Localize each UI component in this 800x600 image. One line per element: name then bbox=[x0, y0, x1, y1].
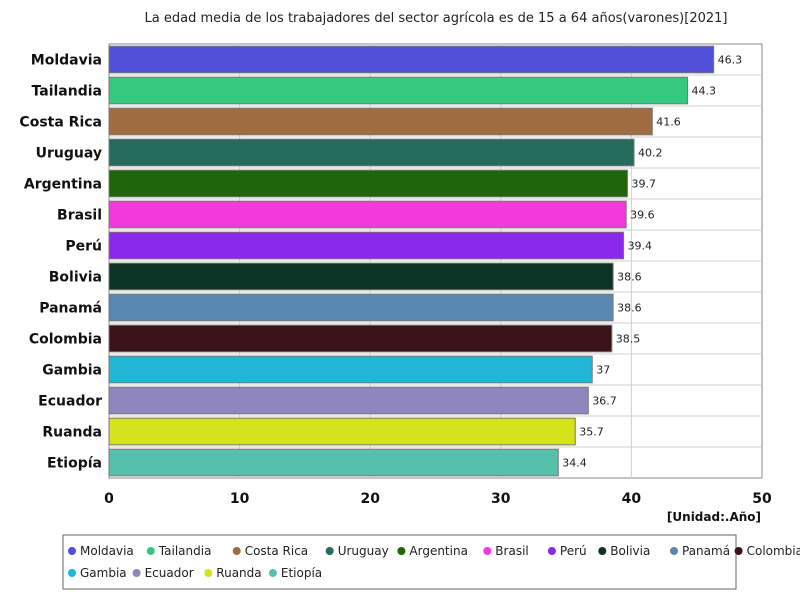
legend-swatch-ruanda bbox=[204, 569, 213, 577]
category-label-uruguay: Uruguay bbox=[36, 146, 102, 162]
x-tick-label: 0 bbox=[104, 491, 114, 507]
legend-swatch-costa-rica bbox=[232, 547, 241, 555]
bar-argentina bbox=[108, 169, 628, 198]
category-label-ecuador: Ecuador bbox=[38, 394, 102, 410]
legend-label-moldavia: Moldavia bbox=[80, 544, 134, 558]
bar-uruguay bbox=[108, 138, 635, 167]
value-label-gambia: 37 bbox=[596, 364, 610, 377]
legend-label-brasil: Brasil bbox=[495, 544, 528, 558]
category-label-gambia: Gambia bbox=[42, 363, 102, 379]
value-label-ecuador: 36.7 bbox=[592, 395, 617, 408]
legend-swatch-peru bbox=[547, 547, 556, 555]
bar-costa-rica bbox=[108, 107, 653, 136]
category-label-peru: Perú bbox=[65, 239, 102, 255]
legend-label-ruanda: Ruanda bbox=[216, 566, 261, 580]
bars bbox=[108, 45, 715, 477]
legend-label-etiopia: Etiopía bbox=[281, 566, 322, 580]
bar-moldavia bbox=[108, 45, 715, 74]
legend-label-gambia: Gambia bbox=[80, 566, 127, 580]
x-tick-label: 20 bbox=[360, 491, 380, 507]
value-label-peru: 39.4 bbox=[628, 240, 653, 253]
category-label-brasil: Brasil bbox=[57, 208, 102, 224]
x-tick-labels: 0 10 20 30 40 50 bbox=[104, 491, 772, 507]
category-label-argentina: Argentina bbox=[24, 177, 102, 193]
category-label-costa-rica: Costa Rica bbox=[19, 115, 102, 131]
bar-bolivia bbox=[108, 262, 614, 291]
legend-label-argentina: Argentina bbox=[409, 544, 468, 558]
bar-colombia bbox=[108, 324, 613, 353]
chart-title: La edad media de los trabajadores del se… bbox=[145, 11, 728, 26]
legend-swatch-gambia bbox=[68, 569, 76, 577]
value-label-colombia: 38.5 bbox=[616, 333, 641, 346]
legend-swatch-moldavia bbox=[68, 547, 76, 555]
bar-etiopia bbox=[108, 448, 559, 477]
x-tick-label: 30 bbox=[491, 491, 511, 507]
legend-box bbox=[62, 534, 737, 590]
bar-tailandia bbox=[108, 76, 689, 105]
unit-label: [Unidad:.Año] bbox=[667, 510, 761, 524]
legend-swatch-colombia bbox=[734, 547, 743, 555]
bar-panama bbox=[108, 293, 614, 322]
legend-label-costa-rica: Costa Rica bbox=[245, 544, 308, 558]
category-label-colombia: Colombia bbox=[29, 332, 102, 348]
legend-swatch-uruguay bbox=[325, 547, 334, 555]
legend-label-colombia: Colombia bbox=[747, 544, 800, 558]
value-label-panama: 38.6 bbox=[617, 302, 642, 315]
legend-swatch-ecuador bbox=[132, 569, 141, 577]
value-label-ruanda: 35.7 bbox=[579, 426, 604, 439]
legend-swatch-bolivia bbox=[598, 547, 607, 555]
legend-swatch-panama bbox=[670, 547, 678, 555]
value-label-brasil: 39.6 bbox=[630, 209, 655, 222]
value-labels: 46.3 44.3 41.6 40.2 39.7 39.6 39.4 38.6 38.6 38.5… bbox=[562, 54, 742, 470]
value-label-bolivia: 38.6 bbox=[617, 271, 642, 284]
category-label-etiopia: Etiopía bbox=[47, 456, 102, 472]
legend-label-ecuador: Ecuador bbox=[145, 566, 194, 580]
legend-label-peru: Perú bbox=[560, 544, 587, 558]
legend-swatch-tailandia bbox=[146, 547, 155, 555]
category-label-bolivia: Bolivia bbox=[49, 270, 102, 286]
legend: Moldavia Tailandia Costa Rica Uruguay Argent… bbox=[68, 544, 800, 580]
category-label-panama: Panamá bbox=[39, 301, 102, 317]
bar-ecuador bbox=[108, 386, 589, 415]
legend-label-bolivia: Bolivia bbox=[610, 544, 650, 558]
legend-label-panama: Panamá bbox=[682, 544, 730, 558]
category-label-moldavia: Moldavia bbox=[31, 53, 102, 69]
value-label-argentina: 39.7 bbox=[631, 178, 656, 191]
value-label-costa-rica: 41.6 bbox=[656, 116, 681, 129]
category-label-tailandia: Tailandia bbox=[32, 84, 102, 100]
x-tick-label: 50 bbox=[752, 491, 772, 507]
value-label-moldavia: 46.3 bbox=[718, 54, 743, 67]
legend-swatch-argentina bbox=[397, 547, 406, 555]
bar-gambia bbox=[108, 355, 593, 384]
category-labels: Moldavia Tailandia Costa Rica Uruguay Argent… bbox=[19, 53, 102, 472]
legend-swatch-etiopia bbox=[268, 569, 277, 577]
value-label-tailandia: 44.3 bbox=[692, 85, 717, 98]
x-tick-label: 40 bbox=[622, 491, 642, 507]
value-label-etiopia: 34.4 bbox=[562, 457, 587, 470]
legend-swatch-brasil bbox=[483, 547, 492, 555]
value-label-uruguay: 40.2 bbox=[638, 147, 663, 160]
x-tick-label: 10 bbox=[230, 491, 250, 507]
bar-brasil bbox=[108, 200, 627, 229]
legend-label-tailandia: Tailandia bbox=[158, 544, 212, 558]
category-label-ruanda: Ruanda bbox=[42, 425, 102, 441]
bar-ruanda bbox=[108, 417, 576, 446]
legend-label-uruguay: Uruguay bbox=[338, 544, 389, 558]
bar-peru bbox=[108, 231, 625, 260]
